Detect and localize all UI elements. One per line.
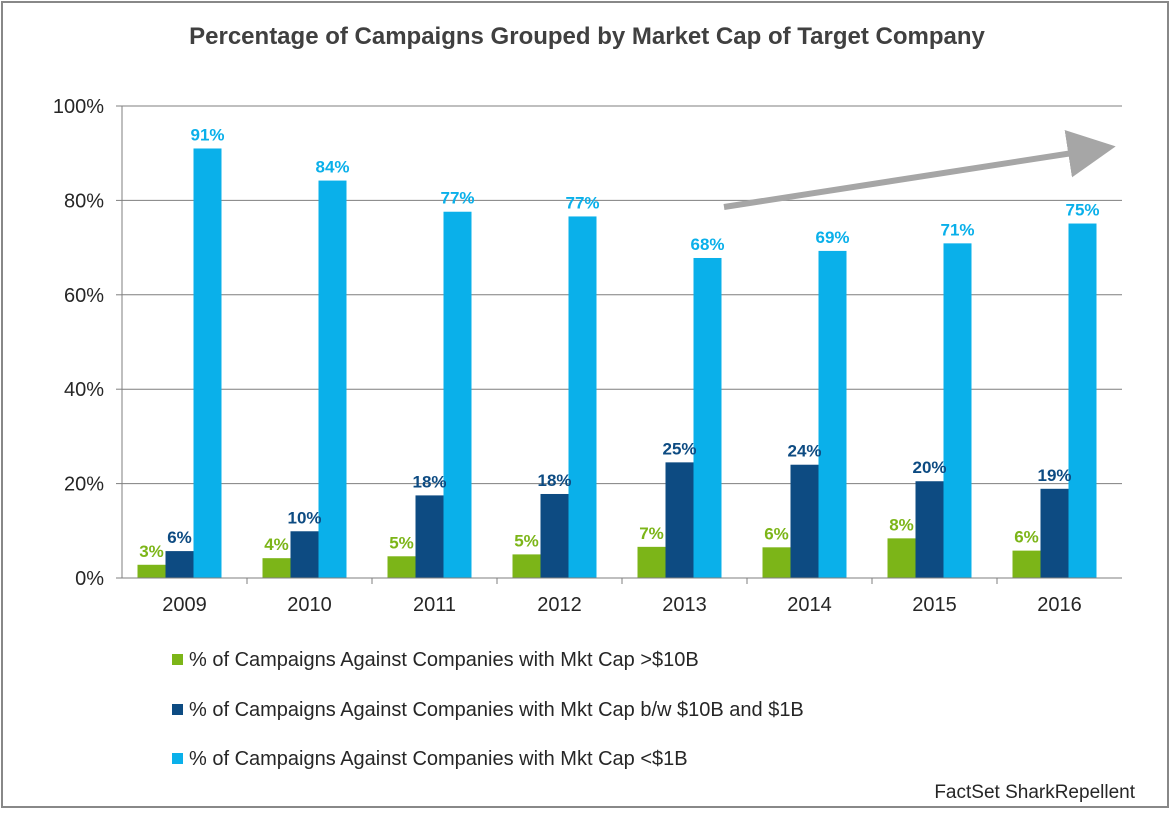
- x-tick-label: 2014: [787, 594, 832, 616]
- bar-2013-series-1: [637, 546, 666, 578]
- y-tick-label: 60%: [64, 285, 104, 307]
- bar-2015-series-1: [887, 538, 916, 578]
- bar-2012-series-3: [568, 216, 597, 578]
- bar-2016-series-2: [1040, 488, 1069, 578]
- bar-2009-series-1: [137, 564, 166, 578]
- y-tick-label: 20%: [64, 474, 104, 496]
- trend-arrow: [723, 129, 1116, 210]
- data-label: 91%: [190, 125, 224, 144]
- bar-2012-series-1: [512, 554, 541, 578]
- data-label: 3%: [139, 542, 164, 561]
- grid-layer: [122, 105, 1122, 485]
- data-label: 10%: [287, 508, 321, 527]
- source-note: FactSet SharkRepellent: [934, 782, 1135, 803]
- legend: % of Campaigns Against Companies with Mk…: [172, 649, 804, 770]
- data-label: 18%: [412, 472, 446, 491]
- x-tick-label: 2009: [162, 594, 207, 616]
- bar-2009-series-3: [193, 148, 222, 579]
- data-label: 6%: [764, 524, 789, 543]
- bar-2015-series-3: [943, 243, 972, 579]
- bar-2015-series-2: [915, 481, 944, 578]
- x-tick-label: 2016: [1037, 594, 1082, 616]
- x-tick-label: 2011: [413, 594, 456, 616]
- data-label: 68%: [690, 235, 724, 254]
- x-tick-label: 2015: [912, 594, 957, 616]
- bar-2010-series-1: [262, 558, 291, 578]
- bar-2010-series-3: [318, 180, 347, 579]
- legend-swatch: [172, 654, 183, 665]
- data-label: 18%: [537, 471, 571, 490]
- y-tick-label: 80%: [64, 190, 104, 212]
- bar-2010-series-2: [290, 531, 319, 578]
- bar-2011-series-1: [387, 556, 416, 578]
- bar-2016-series-3: [1068, 223, 1097, 578]
- data-label: 71%: [940, 220, 974, 239]
- data-label: 25%: [662, 439, 696, 458]
- data-labels-layer: 3%6%91%4%10%84%5%18%77%5%18%77%7%25%68%6…: [139, 125, 1099, 560]
- bar-2014-series-3: [818, 250, 847, 579]
- data-label: 77%: [565, 193, 599, 212]
- axis-layer: 0% 20% 40% 60% 80% 100% 2009 2010 2011 2012 2013 20…: [53, 96, 1122, 616]
- data-label: 5%: [514, 531, 539, 550]
- legend-swatch: [172, 704, 183, 715]
- legend-label: % of Campaigns Against Companies with Mk…: [189, 699, 804, 721]
- x-tick-label: 2013: [662, 594, 707, 616]
- x-tick-label: 2012: [537, 594, 582, 616]
- bar-2009-series-2: [165, 551, 194, 578]
- data-label: 84%: [315, 158, 349, 177]
- chart-title: Percentage of Campaigns Grouped by Marke…: [189, 23, 985, 50]
- bar-2013-series-3: [693, 257, 722, 578]
- data-label: 19%: [1037, 466, 1071, 485]
- data-label: 77%: [440, 189, 474, 208]
- bar-2011-series-2: [415, 495, 444, 578]
- legend-label: % of Campaigns Against Companies with Mk…: [189, 649, 699, 671]
- legend-label: % of Campaigns Against Companies with Mk…: [189, 748, 688, 770]
- data-label: 6%: [1014, 528, 1039, 547]
- data-label: 24%: [787, 442, 821, 461]
- legend-swatch: [172, 753, 183, 764]
- data-label: 5%: [389, 533, 414, 552]
- data-label: 20%: [912, 458, 946, 477]
- data-label: 7%: [639, 524, 664, 543]
- data-label: 6%: [167, 528, 192, 547]
- bars-layer: [137, 148, 1097, 579]
- bar-2011-series-3: [443, 211, 472, 578]
- data-label: 75%: [1065, 201, 1099, 220]
- data-label: 69%: [815, 228, 849, 247]
- data-label: 8%: [889, 515, 914, 534]
- bar-2016-series-1: [1012, 550, 1041, 578]
- bar-2013-series-2: [665, 462, 694, 578]
- data-label: 4%: [264, 535, 289, 554]
- x-tick-label: 2010: [287, 594, 332, 616]
- y-tick-label: 0%: [75, 568, 104, 590]
- bar-2014-series-2: [790, 464, 819, 578]
- y-tick-label: 40%: [64, 379, 104, 401]
- bar-2014-series-1: [762, 547, 791, 578]
- y-tick-label: 100%: [53, 96, 104, 118]
- bar-2012-series-2: [540, 493, 569, 578]
